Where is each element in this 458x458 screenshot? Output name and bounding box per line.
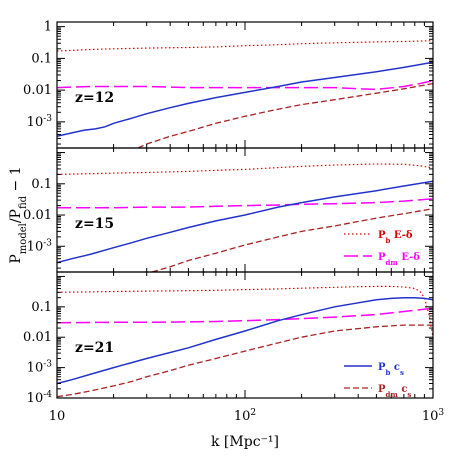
series-line-Pdm_cs [151, 208, 433, 272]
legend-subscript: b [386, 236, 391, 245]
series-line-Pdm_E [57, 198, 433, 209]
y-axis-title-p: P [8, 254, 24, 263]
legend-label-Pb_E: Pb E-δ [378, 230, 413, 245]
y-tick-label-text: 0.01 [23, 208, 52, 223]
legend-subscript: b [386, 368, 391, 377]
y-tick-label: 0.1 [31, 51, 52, 66]
x-tick-label-text: 10 [234, 409, 251, 424]
legend-tail: c [390, 362, 400, 373]
legend-tail: E-δ [390, 230, 412, 241]
legend-tail-subscript: s [400, 368, 404, 377]
legend-label-Pdm_cs: Pdm cs [378, 384, 411, 399]
x-tick-label-text: 10 [422, 409, 439, 424]
legend-tail: E-δ [398, 252, 420, 263]
y-tick-label: 0.01 [23, 83, 52, 98]
y-tick-label-text: 10 [27, 239, 44, 254]
y-axis-title-sub: model [18, 223, 29, 254]
series-line-Pb_E [57, 163, 433, 175]
series-line-Pdm_cs [137, 82, 433, 148]
y-tick-label: 0.1 [31, 300, 52, 315]
y-tick-label-text: 0.1 [31, 51, 52, 66]
y-axis-title-tail: − 1 [8, 166, 24, 196]
legend-label-Pb_cs: Pb cs [378, 362, 404, 377]
legend-subscript: dm [386, 390, 399, 399]
y-tick-label: 10-3 [27, 360, 53, 376]
y-tick-label-exponent: -4 [43, 390, 52, 400]
panel-z12: 1 0.1 0.01 10-3 z=12 [23, 20, 434, 149]
y-tick-label-text: 0.1 [31, 177, 52, 192]
series-line-Pb_cs [57, 61, 433, 138]
y-tick-label-exponent: -3 [43, 114, 52, 124]
y-tick-label-text: 10 [27, 361, 44, 376]
y-axis-title: Pmodel/Pfid − 1 [8, 166, 29, 263]
x-tick-label-exponent: 3 [438, 408, 444, 418]
legend-symbol: P [378, 230, 386, 241]
y-tick-label-text: 10 [27, 115, 44, 130]
legend-symbol: P [378, 362, 386, 373]
series-line-Pb_cs [57, 296, 433, 385]
legend-symbol: P [378, 252, 386, 263]
y-tick-label-exponent: -3 [43, 360, 52, 370]
x-tick-label: 102 [234, 408, 256, 424]
legend-label-Pdm_E: Pdm E-δ [378, 252, 420, 267]
panel-label: z=12 [75, 90, 114, 106]
series-line-Pb_E [57, 40, 433, 52]
legend-tail: c [398, 384, 408, 395]
y-tick-label-text: 0.01 [23, 83, 52, 98]
y-tick-label: 10-3 [27, 114, 53, 130]
y-tick-label: 10-4 [27, 390, 53, 406]
panel-frame [56, 271, 434, 399]
series-line-Pdm_E [57, 307, 433, 324]
legend-symbol: P [378, 384, 386, 395]
y-tick-label-text: 0.1 [31, 300, 52, 315]
y-tick-label: 0.01 [23, 330, 52, 345]
x-axis-title: k [Mpc⁻¹] [211, 434, 279, 450]
x-tick-label: 10 [49, 409, 66, 424]
y-tick-label-text: 0.01 [23, 330, 52, 345]
y-tick-label-text: 10 [27, 391, 44, 406]
x-tick-label-exponent: 2 [250, 408, 256, 418]
panel-frame [56, 147, 434, 273]
y-tick-label: 0.1 [31, 177, 52, 192]
legend-subscript: dm [386, 258, 399, 267]
y-axis-title-mid: /P [8, 209, 24, 223]
y-tick-label-text: 1 [44, 20, 52, 35]
panel-label: z=21 [75, 340, 114, 356]
x-tick-label-text: 10 [49, 409, 66, 424]
y-tick-label-exponent: -3 [43, 238, 52, 248]
series-line-Pdm_E [57, 79, 433, 91]
series-line-Pb_E [57, 285, 433, 338]
y-tick-label: 10-3 [27, 238, 53, 254]
y-tick-label: 1 [44, 20, 52, 35]
series-line-Pdm_cs [57, 324, 433, 398]
legend-tail-subscript: s [407, 390, 411, 399]
y-tick-label: 0.01 [23, 208, 52, 223]
x-tick-label: 103 [422, 408, 445, 424]
panel-frame [56, 21, 434, 149]
y-axis-title-sub: fid [18, 195, 29, 209]
series-line-Pb_cs [57, 180, 433, 264]
panel-label: z=15 [75, 216, 114, 232]
